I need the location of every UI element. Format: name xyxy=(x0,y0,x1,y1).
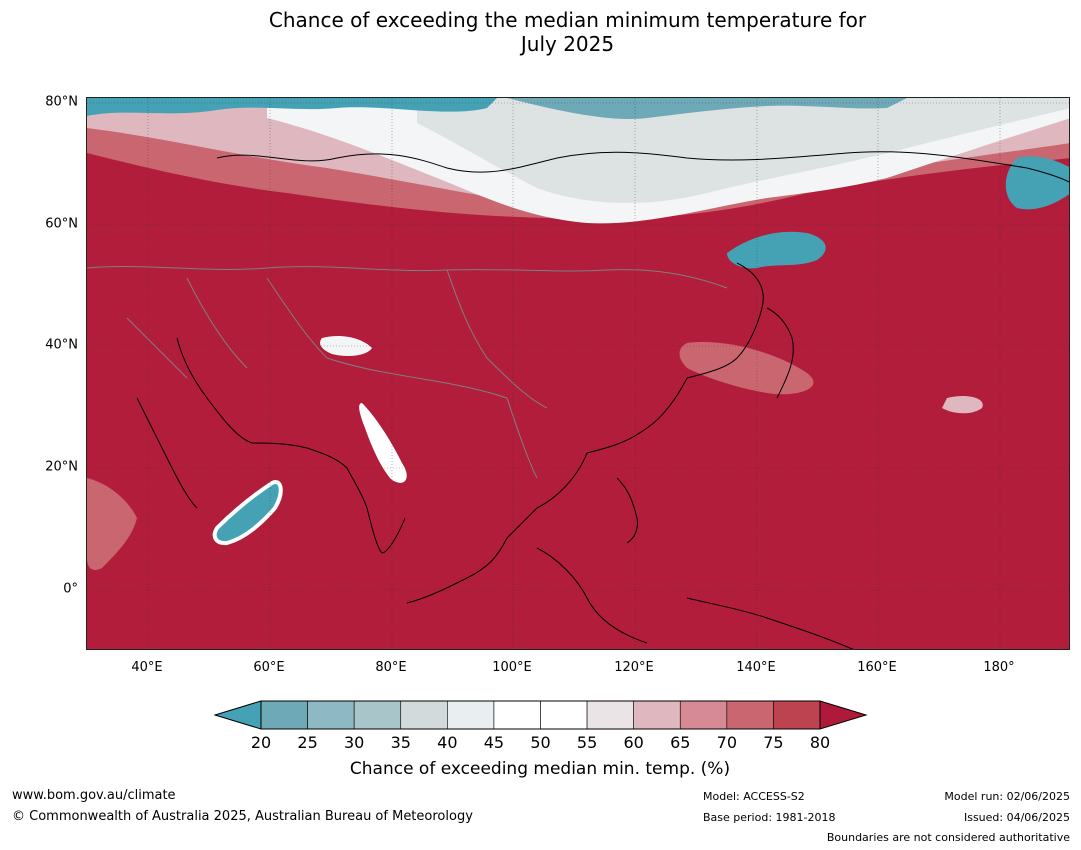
colorbar-tick-label: 80 xyxy=(809,733,831,752)
colorbar-segment xyxy=(679,700,728,730)
colorbar-tick-label: 40 xyxy=(437,733,458,752)
coastlines xyxy=(136,151,1069,649)
forecast-map xyxy=(86,97,1070,650)
siberia-grey-band xyxy=(417,98,1069,203)
lon-label-100e: 100°E xyxy=(492,660,532,675)
colorbar-tick-label: 70 xyxy=(716,733,738,752)
arabia-pink-patch xyxy=(87,478,137,570)
colorbar-tick-label: 20 xyxy=(250,733,272,752)
colorbar-segment xyxy=(586,700,634,730)
lat-label-60n: 60°N xyxy=(45,216,78,232)
arctic-blue-patch-west xyxy=(87,98,497,116)
country-borders xyxy=(87,266,728,479)
colorbar-label: Chance of exceeding median min. temp. (%… xyxy=(349,759,731,779)
colorbar-tick-label: 50 xyxy=(530,733,551,752)
colorbar-segment xyxy=(773,700,821,730)
colorbar-high-arrow xyxy=(820,701,866,729)
colorbar-segment xyxy=(540,700,588,730)
graticule xyxy=(87,98,1069,649)
colorbar-segment xyxy=(353,700,402,730)
lon-label-120e: 120°E xyxy=(614,660,654,675)
website-link[interactable]: www.bom.gov.au/climate xyxy=(12,788,176,803)
title-line-1: Chance of exceeding the median minimum t… xyxy=(268,8,867,32)
lat-label-80n: 80°N xyxy=(45,94,78,110)
lat-label-20n: 20°N xyxy=(45,459,78,475)
lat-label-0: 0° xyxy=(63,581,78,597)
pacific-pink-patch xyxy=(942,396,983,414)
colorbar-tick-label: 25 xyxy=(297,733,318,752)
boundaries-note: Boundaries are not considered authoritat… xyxy=(826,831,1070,844)
colorbar-segment xyxy=(447,700,495,730)
lon-label-160e: 160°E xyxy=(857,660,897,675)
colorbar-low-arrow-outline xyxy=(214,700,262,730)
okhotsk-blue-patch xyxy=(727,231,826,269)
japan-pink-patch xyxy=(679,342,814,395)
colorbar-segment xyxy=(493,700,541,730)
base-period-text: Base period: 1981-2018 xyxy=(703,811,836,824)
copyright-text: © Commonwealth of Australia 2025, Austra… xyxy=(12,809,473,824)
lat-label-40n: 40°N xyxy=(45,337,78,353)
map-title: Chance of exceeding the median minimum t… xyxy=(0,8,1081,56)
arabian-sea-blue-patch xyxy=(214,482,281,544)
model-text: Model: ACCESS-S2 xyxy=(703,790,805,803)
arabian-sea-white-rim xyxy=(212,480,283,546)
colorbar-tick-label: 60 xyxy=(623,733,644,752)
colorbar-tick-label: 30 xyxy=(343,733,365,752)
issued-text: Issued: 04/06/2025 xyxy=(963,811,1070,824)
map-canvas xyxy=(87,98,1069,649)
india-white-patch xyxy=(359,403,407,483)
colorbar-tick-label: 65 xyxy=(670,733,691,752)
colorbar-high-arrow-outline xyxy=(819,700,868,730)
colorbar-tick-label: 75 xyxy=(763,733,784,752)
colorbar xyxy=(214,700,868,730)
model-run-text: Model run: 02/06/2025 xyxy=(944,790,1070,803)
lon-label-180: 180° xyxy=(983,660,1015,675)
colorbar-segment xyxy=(260,700,308,730)
arctic-blue-patch-east xyxy=(1005,156,1069,210)
colorbar-segment xyxy=(307,700,355,730)
colorbar-tick-label: 35 xyxy=(390,733,411,752)
colorbar-segment xyxy=(726,700,774,730)
tibet-white-patch xyxy=(320,336,372,356)
colorbar-tick-label: 45 xyxy=(483,733,505,752)
lon-label-60e: 60°E xyxy=(253,660,285,675)
lon-label-140e: 140°E xyxy=(736,660,776,675)
colorbar-segments xyxy=(215,700,866,730)
colorbar-tick-label: 55 xyxy=(576,733,598,752)
title-line-2: July 2025 xyxy=(520,32,615,56)
colorbar-low-arrow xyxy=(215,701,261,729)
colorbar-segment xyxy=(633,700,681,730)
colorbar-segment xyxy=(400,700,448,730)
lon-label-80e: 80°E xyxy=(375,660,407,675)
lon-label-40e: 40°E xyxy=(131,660,163,675)
